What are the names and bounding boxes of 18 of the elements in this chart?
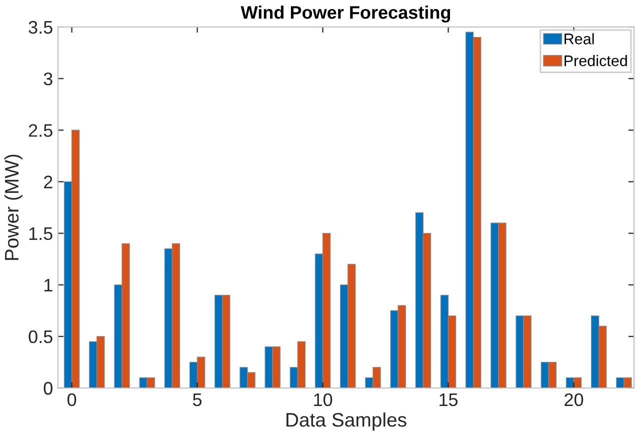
- x-tick-label: 0: [67, 393, 76, 406]
- legend-label: Real: [564, 33, 594, 44]
- x-tick-label: 15: [440, 394, 458, 406]
- y-tick-label: 3.5: [28, 20, 52, 34]
- y-tick-label: 1.5: [29, 227, 52, 240]
- x-tick-label: 5: [192, 394, 202, 406]
- chart-title: Wind Power Forecasting: [240, 6, 450, 22]
- y-tick-label: 3: [44, 72, 52, 86]
- y-tick-label: 0.5: [28, 330, 52, 344]
- x-axis-title: Data Samples: [286, 412, 406, 431]
- x-tick-label: 10: [314, 393, 332, 406]
- legend-label: Predicted: [564, 54, 627, 66]
- y-tick-label: 1: [44, 278, 52, 292]
- y-axis-title: Power (MW): [4, 154, 22, 260]
- y-tick-label: 0: [44, 382, 52, 395]
- y-tick-label: 2.5: [28, 124, 52, 137]
- x-tick-label: 20: [564, 393, 584, 406]
- y-tick-label: 2: [44, 176, 52, 188]
